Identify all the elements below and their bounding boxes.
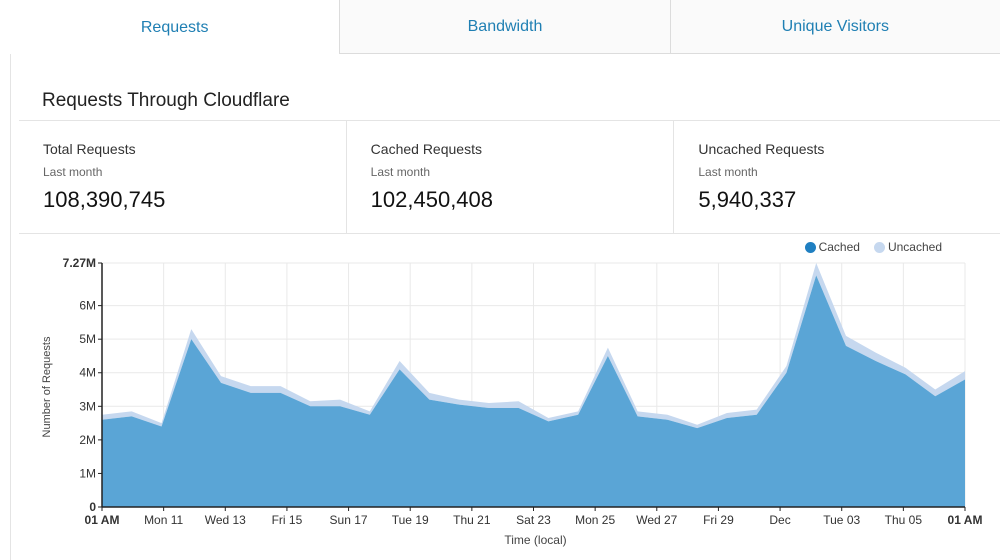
x-tick-label: Tue 19 bbox=[392, 513, 429, 527]
uncached-area-series bbox=[102, 263, 965, 429]
x-tick-label: Wed 13 bbox=[205, 513, 246, 527]
x-tick-label: Thu 05 bbox=[885, 513, 923, 527]
stats-row: Total Requests Last month 108,390,745 Ca… bbox=[19, 120, 1000, 234]
stat-label: Total Requests bbox=[43, 141, 136, 157]
x-tick-label: Mon 11 bbox=[144, 513, 183, 527]
stat-value: 102,450,408 bbox=[370, 187, 494, 212]
x-tick-label: Tue 03 bbox=[823, 513, 860, 527]
x-axis-title: Time (local) bbox=[504, 533, 566, 547]
y-axis-title: Number of Requests bbox=[41, 336, 53, 437]
x-tick-label: 01 AM bbox=[948, 513, 983, 527]
stat-period: Last month bbox=[698, 165, 758, 179]
stat-period: Last month bbox=[43, 165, 103, 179]
x-tick-label: Fri 15 bbox=[272, 513, 303, 527]
tab-bandwidth[interactable]: Bandwidth bbox=[339, 0, 670, 54]
stat-total-requests: Total Requests Last month 108,390,745 bbox=[19, 121, 346, 233]
stat-value: 108,390,745 bbox=[43, 187, 166, 212]
section-title: Requests Through Cloudflare bbox=[42, 90, 290, 111]
chart-legend: Cached Uncached bbox=[804, 240, 942, 254]
cached-area-series bbox=[102, 275, 965, 507]
x-tick-label: Wed 27 bbox=[636, 513, 677, 527]
stat-uncached-requests: Uncached Requests Last month 5,940,337 bbox=[673, 121, 1000, 233]
x-tick-label: 01 AM bbox=[85, 513, 120, 527]
legend-item-cached[interactable]: Cached bbox=[804, 240, 860, 254]
stat-period: Last month bbox=[370, 165, 431, 179]
x-tick-label: Fri 29 bbox=[703, 513, 734, 527]
x-tick-label: Dec bbox=[769, 513, 790, 527]
stat-label: Cached Requests bbox=[370, 141, 482, 157]
y-tick-label: 4M bbox=[79, 366, 96, 380]
y-tick-label: 5M bbox=[79, 332, 96, 346]
y-tick-label: 7.27M bbox=[63, 256, 96, 270]
y-tick-label: 1M bbox=[79, 466, 96, 480]
stat-value: 5,940,337 bbox=[698, 187, 797, 212]
stat-label: Uncached Requests bbox=[698, 141, 825, 157]
y-tick-label: 6M bbox=[79, 299, 96, 313]
tab-bar: Requests Bandwidth Unique Visitors bbox=[10, 0, 1000, 54]
x-tick-label: Sat 23 bbox=[516, 513, 551, 527]
x-tick-label: Sun 17 bbox=[330, 513, 368, 527]
y-tick-label: 2M bbox=[79, 433, 96, 447]
cached-dot-icon bbox=[804, 241, 816, 253]
stat-cached-requests: Cached Requests Last month 102,450,408 bbox=[345, 121, 674, 233]
requests-panel: Requests Through Cloudflare Total Reques… bbox=[10, 54, 1000, 560]
legend-item-uncached[interactable]: Uncached bbox=[873, 240, 942, 254]
uncached-dot-icon bbox=[873, 241, 885, 253]
y-tick-label: 3M bbox=[79, 399, 96, 413]
x-tick-label: Mon 25 bbox=[575, 513, 615, 527]
x-tick-label: Thu 21 bbox=[453, 513, 491, 527]
tab-unique-visitors[interactable]: Unique Visitors bbox=[669, 0, 1000, 54]
legend-label: Uncached bbox=[887, 240, 942, 254]
legend-label: Cached bbox=[818, 240, 860, 254]
tab-requests[interactable]: Requests bbox=[10, 0, 340, 54]
y-tick-label: 0 bbox=[89, 500, 96, 514]
